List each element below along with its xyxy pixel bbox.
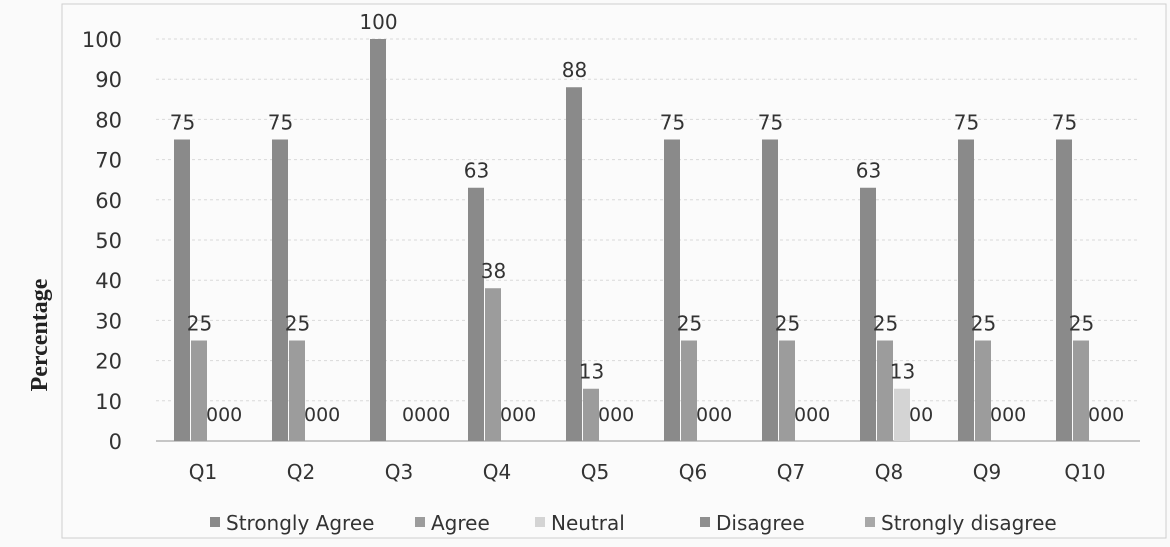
legend-entry: Strongly Agree bbox=[226, 511, 374, 535]
data-label: 000 bbox=[598, 404, 634, 426]
data-label: 88 bbox=[562, 58, 587, 82]
data-label: 63 bbox=[856, 159, 881, 183]
data-label: 00 bbox=[909, 404, 933, 426]
bar-agree bbox=[779, 340, 795, 441]
legend-entry: Neutral bbox=[551, 511, 625, 535]
data-label: 000 bbox=[794, 404, 830, 426]
y-tick-label: 50 bbox=[95, 229, 122, 253]
bar-agree bbox=[289, 340, 305, 441]
x-tick-label: Q9 bbox=[973, 460, 1001, 484]
y-tick-label: 10 bbox=[95, 390, 122, 414]
data-label: 100 bbox=[359, 10, 397, 34]
bar-agree bbox=[583, 388, 599, 441]
data-label: 75 bbox=[660, 111, 685, 135]
y-tick-label: 40 bbox=[95, 269, 122, 293]
data-label: 25 bbox=[775, 312, 800, 336]
data-label: 75 bbox=[170, 111, 195, 135]
data-label: 13 bbox=[890, 360, 915, 384]
legend-swatch bbox=[700, 517, 710, 527]
y-axis-label: Percentage bbox=[27, 278, 53, 391]
data-label: 000 bbox=[696, 404, 732, 426]
y-tick-label: 20 bbox=[95, 350, 122, 374]
bar-strongly-agree bbox=[1056, 139, 1072, 441]
data-label: 25 bbox=[1069, 312, 1094, 336]
data-label: 25 bbox=[285, 312, 310, 336]
legend-swatch bbox=[535, 517, 545, 527]
data-label: 75 bbox=[268, 111, 293, 135]
data-label: 25 bbox=[873, 312, 898, 336]
legend-entry: Agree bbox=[431, 511, 490, 535]
data-label: 75 bbox=[954, 111, 979, 135]
bar-strongly-agree bbox=[762, 139, 778, 441]
legend-entry: Strongly disagree bbox=[881, 511, 1057, 535]
data-label: 75 bbox=[1052, 111, 1077, 135]
x-tick-label: Q1 bbox=[189, 460, 217, 484]
x-tick-label: Q8 bbox=[875, 460, 903, 484]
bar-neutral bbox=[894, 388, 910, 441]
legend-swatch bbox=[210, 517, 220, 527]
data-label: 25 bbox=[971, 312, 996, 336]
data-label: 38 bbox=[481, 259, 506, 283]
bar-strongly-agree bbox=[860, 187, 876, 441]
bar-agree bbox=[1073, 340, 1089, 441]
bar-strongly-agree bbox=[174, 139, 190, 441]
y-tick-label: 30 bbox=[95, 309, 122, 333]
x-tick-label: Q10 bbox=[1064, 460, 1105, 484]
bar-agree bbox=[975, 340, 991, 441]
legend-entry: Disagree bbox=[716, 511, 805, 535]
bar-strongly-agree bbox=[370, 39, 386, 441]
data-label: 13 bbox=[579, 360, 604, 384]
data-label: 63 bbox=[464, 159, 489, 183]
bar-agree bbox=[485, 288, 501, 441]
legend-swatch bbox=[415, 517, 425, 527]
x-tick-label: Q2 bbox=[287, 460, 315, 484]
data-label: 000 bbox=[1088, 404, 1124, 426]
y-tick-label: 60 bbox=[95, 189, 122, 213]
data-label: 000 bbox=[206, 404, 242, 426]
x-tick-label: Q3 bbox=[385, 460, 413, 484]
bar-agree bbox=[681, 340, 697, 441]
x-tick-label: Q6 bbox=[679, 460, 707, 484]
y-tick-label: 70 bbox=[95, 149, 122, 173]
x-tick-label: Q4 bbox=[483, 460, 511, 484]
data-label: 25 bbox=[187, 312, 212, 336]
y-tick-label: 90 bbox=[95, 68, 122, 92]
bar-strongly-agree bbox=[566, 87, 582, 442]
data-label: 000 bbox=[990, 404, 1026, 426]
bar-strongly-agree bbox=[468, 187, 484, 441]
bar-strongly-agree bbox=[958, 139, 974, 441]
y-tick-label: 100 bbox=[82, 28, 122, 52]
data-label: 75 bbox=[758, 111, 783, 135]
y-tick-label: 80 bbox=[95, 108, 122, 132]
x-tick-label: Q5 bbox=[581, 460, 609, 484]
bar-agree bbox=[877, 340, 893, 441]
x-tick-label: Q7 bbox=[777, 460, 805, 484]
data-label: 000 bbox=[304, 404, 340, 426]
chart-border bbox=[61, 3, 1167, 539]
bar-strongly-agree bbox=[272, 139, 288, 441]
bar-strongly-agree bbox=[664, 139, 680, 441]
legend-swatch bbox=[865, 517, 875, 527]
data-label: 25 bbox=[677, 312, 702, 336]
data-label: 000 bbox=[500, 404, 536, 426]
y-tick-label: 0 bbox=[109, 430, 122, 454]
data-label: 0000 bbox=[402, 404, 450, 426]
bar-agree bbox=[191, 340, 207, 441]
